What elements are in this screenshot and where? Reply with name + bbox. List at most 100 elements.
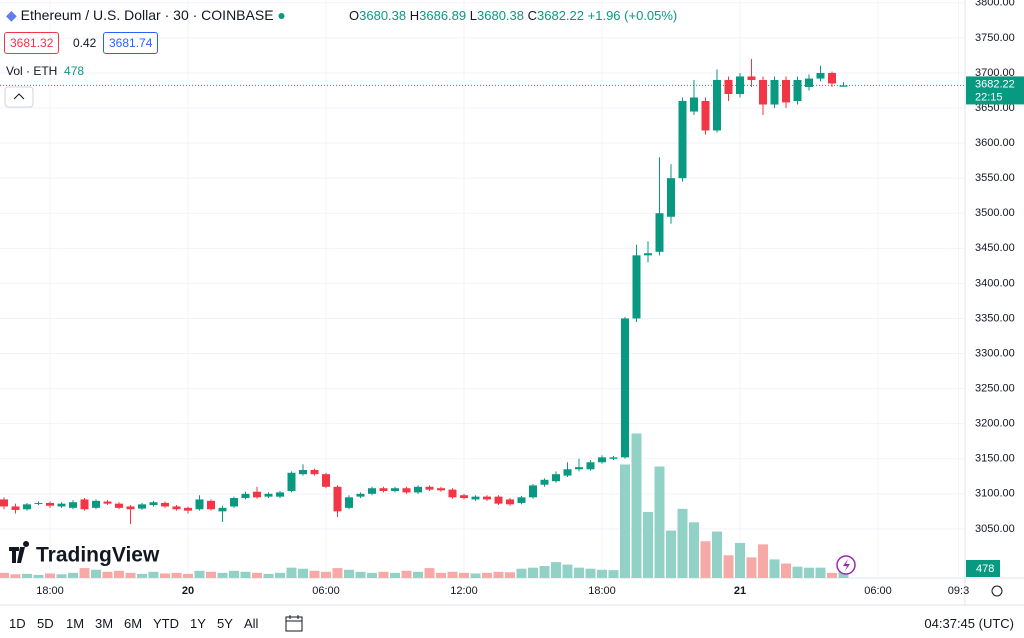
volume-bar [91, 569, 101, 578]
volume-bar [137, 573, 147, 578]
spread: 0.42 [73, 36, 97, 50]
volume-bar [459, 572, 469, 578]
range-button[interactable]: 5Y [217, 616, 233, 631]
clock: 04:37:45 (UTC) [924, 616, 1014, 631]
candle-body [253, 491, 261, 498]
volume-bar [643, 511, 653, 578]
bid[interactable]: 3681.32 [4, 32, 60, 54]
volume-bar [344, 569, 354, 578]
volume-bar [183, 573, 193, 578]
last-price-label: 3682.22 [975, 78, 1015, 90]
volume-bar [390, 572, 400, 578]
candle-body [23, 504, 31, 510]
symbol: Ethereum / U.S. Dollar · 30 · COINBASE [20, 7, 274, 23]
volume-bar [367, 572, 377, 578]
volume-bar [447, 571, 458, 578]
volume-bar [689, 522, 699, 578]
candle-body [310, 469, 319, 475]
candle-body [287, 472, 296, 492]
y-tick-label: 3500.00 [975, 207, 1015, 219]
candle-body [494, 496, 503, 504]
candle-body [701, 101, 710, 131]
candle-body [299, 469, 307, 475]
news-bolt [843, 559, 850, 571]
logo-icon [9, 541, 30, 563]
x-tick-label: 12:00 [450, 585, 478, 597]
range-button[interactable]: 3M [95, 616, 114, 631]
volume-bar [539, 566, 550, 578]
volume-bar [263, 573, 274, 578]
candle-body [632, 255, 641, 319]
candle-body [839, 85, 848, 87]
candle-body [575, 467, 583, 470]
volume-bar [321, 571, 331, 578]
countdown: 22:15 [975, 91, 1003, 103]
candle-body [11, 506, 20, 510]
volume-title: Vol · ETH [6, 64, 58, 78]
volume-bar [562, 564, 573, 578]
candle-body [195, 499, 204, 510]
date-range-icon[interactable] [285, 615, 303, 632]
symbol-title: ◆ Ethereum / U.S. Dollar · 30 · COINBASE… [6, 7, 286, 23]
candle-body [414, 486, 422, 493]
volume-bar [574, 567, 584, 578]
collapse-button[interactable] [4, 86, 34, 108]
range-button[interactable]: 1M [66, 616, 85, 631]
y-tick-label: 3400.00 [975, 277, 1015, 289]
volume-bar [206, 571, 216, 578]
range-button[interactable]: All [244, 616, 259, 631]
candle-body [529, 485, 537, 498]
range-button[interactable]: 6M [124, 616, 143, 631]
candle-layer [0, 58, 848, 524]
volume-bar [735, 542, 745, 578]
candle-body [149, 502, 158, 506]
volume-bar [700, 541, 711, 578]
volume-bar [493, 571, 504, 578]
ask[interactable]: 3681.74 [103, 32, 159, 54]
logo: TradingView [36, 544, 160, 567]
y-tick-label: 3300.00 [975, 347, 1015, 359]
candle-body [345, 497, 353, 508]
candle-body [460, 495, 468, 499]
candle-body [138, 504, 146, 509]
volume-bar [585, 568, 596, 578]
volume-bar [401, 570, 412, 578]
candle-body [816, 72, 825, 79]
y-tick-label: 3450.00 [975, 242, 1015, 254]
candle-body [483, 496, 491, 500]
volume-bar [275, 572, 285, 578]
x-tick-label: 21 [734, 585, 746, 597]
volume-bar [620, 464, 630, 578]
x-tick-label: 06:00 [864, 585, 892, 597]
ohlc-legend: O3680.38 H3686.89 L3680.38 C3682.22 +1.9… [349, 8, 677, 23]
candle-body [356, 493, 365, 497]
range-button[interactable]: 5D [37, 616, 54, 631]
volume-value: 478 [64, 64, 85, 78]
range-button[interactable]: 1Y [190, 616, 206, 631]
volume-bar [631, 433, 642, 578]
range-button[interactable]: YTD [153, 616, 179, 631]
range-button[interactable]: 1D [9, 616, 26, 631]
volume-bar [758, 544, 768, 578]
h-label: H [409, 8, 420, 23]
volume-bar [654, 466, 665, 578]
volume-bar [298, 568, 308, 578]
candle-body [736, 76, 744, 94]
last-price-tag [966, 76, 1024, 105]
y-tick-label: 3700.00 [975, 67, 1015, 79]
y-tick-label: 3750.00 [975, 32, 1015, 44]
candle-body [655, 213, 664, 252]
volume-bar [378, 571, 389, 578]
candle-body [333, 486, 342, 512]
volume-bar [827, 572, 837, 578]
axes: 3800.00 3750.00 3700.00 3650.00 3600.00 3550.… [0, 0, 1024, 597]
grid [0, 0, 965, 578]
volume-bar [804, 567, 814, 578]
candle-body [69, 502, 77, 508]
settings-icon[interactable] [991, 585, 1003, 597]
candle-body [425, 486, 434, 490]
volume-bar [68, 572, 78, 578]
candle-body [644, 253, 652, 256]
